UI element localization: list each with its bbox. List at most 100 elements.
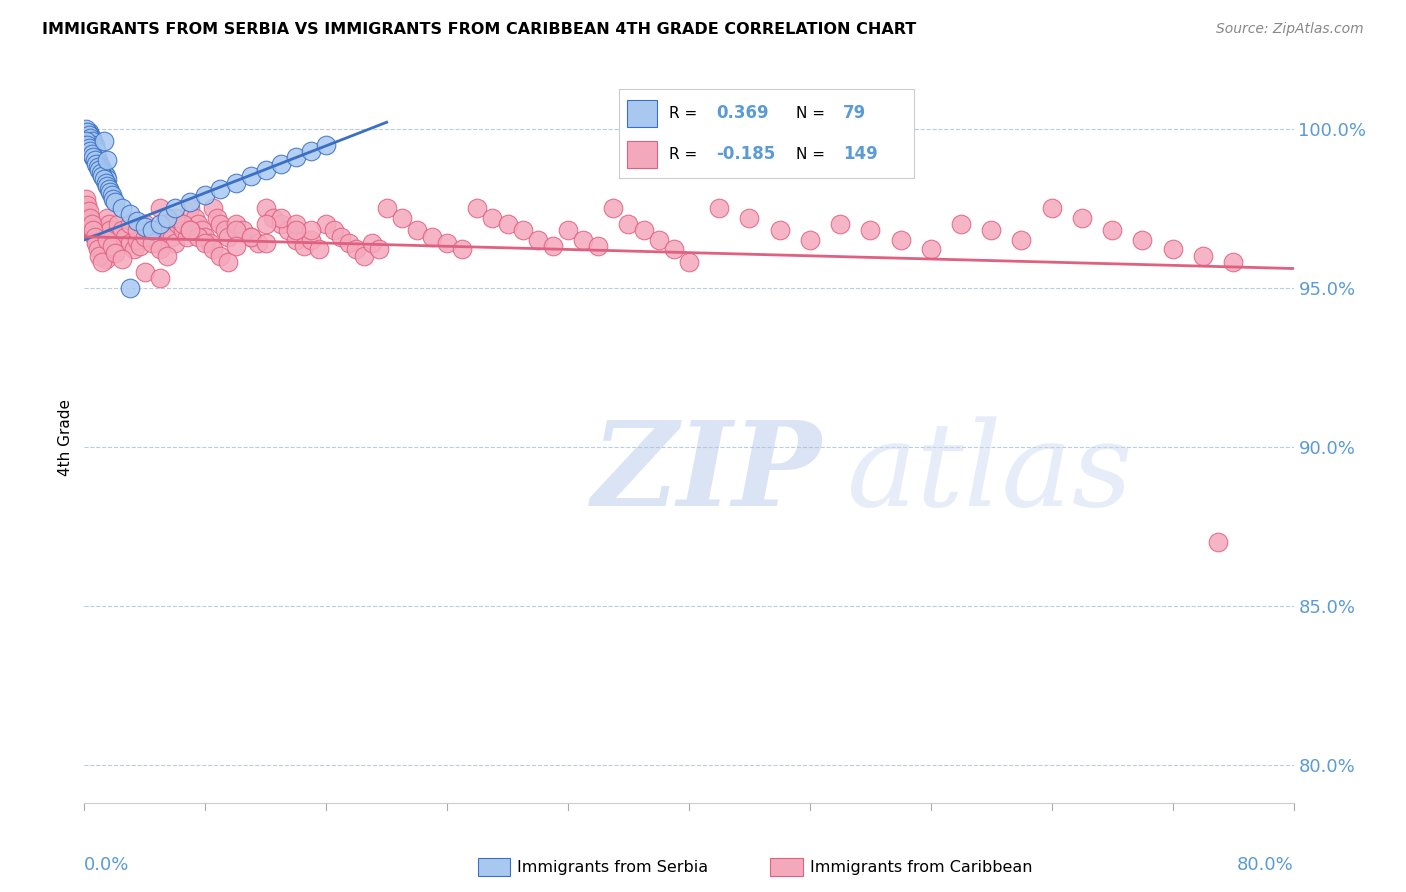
Point [187, 217, 209, 231]
Point [82, 144, 104, 158]
Text: 0.369: 0.369 [716, 104, 769, 122]
Point [194, 188, 217, 202]
Point [82, 137, 104, 152]
Point [299, 223, 322, 237]
Point [239, 229, 262, 244]
Point [134, 217, 156, 231]
Point [247, 236, 270, 251]
Point [100, 188, 122, 202]
Point [98, 223, 121, 237]
Point [77, 217, 100, 231]
Point [79, 144, 101, 158]
Point [451, 243, 474, 257]
Point [920, 243, 942, 257]
Point [79, 137, 101, 152]
Point [337, 236, 360, 251]
Point [82, 227, 104, 241]
Point [80, 223, 103, 237]
Point [662, 243, 685, 257]
Point [94, 252, 117, 266]
Point [107, 217, 129, 231]
Point [84, 141, 107, 155]
Point [87, 153, 110, 168]
Point [98, 185, 121, 199]
Point [322, 223, 344, 237]
Point [156, 249, 179, 263]
Point [77, 204, 100, 219]
Point [149, 243, 172, 257]
Text: R =: R = [669, 106, 702, 120]
Point [179, 201, 201, 215]
Point [122, 243, 145, 257]
Point [89, 156, 111, 170]
Point [285, 233, 308, 247]
Point [96, 172, 118, 186]
Point [114, 229, 136, 244]
Point [270, 211, 292, 225]
Point [86, 236, 108, 251]
Point [76, 211, 98, 225]
Point [277, 223, 299, 237]
Point [111, 252, 134, 266]
Point [77, 128, 100, 142]
Point [420, 229, 443, 244]
Point [527, 233, 550, 247]
Point [80, 147, 103, 161]
Point [80, 141, 103, 155]
Point [165, 211, 187, 225]
Point [285, 217, 308, 231]
Point [134, 229, 156, 244]
Point [391, 211, 413, 225]
Point [84, 153, 107, 168]
Point [77, 131, 100, 145]
Point [79, 128, 101, 142]
Point [93, 134, 115, 148]
Point [127, 223, 149, 237]
Point [77, 141, 100, 155]
Point [299, 144, 322, 158]
Point [209, 182, 232, 196]
Point [134, 220, 156, 235]
Point [165, 236, 187, 251]
Point [94, 176, 117, 190]
Text: 79: 79 [844, 104, 866, 122]
Point [149, 217, 172, 231]
Point [76, 128, 98, 142]
Point [201, 243, 224, 257]
Point [225, 217, 247, 231]
Text: atlas: atlas [846, 417, 1132, 531]
Text: R =: R = [669, 147, 702, 161]
Point [75, 192, 97, 206]
Point [160, 229, 183, 244]
Point [588, 239, 610, 253]
Point [146, 236, 169, 251]
Point [82, 134, 104, 148]
Point [84, 229, 107, 244]
Point [75, 134, 97, 148]
Point [84, 229, 107, 244]
Point [172, 223, 194, 237]
Point [76, 131, 98, 145]
Point [93, 249, 115, 263]
Point [141, 223, 163, 237]
Text: N =: N = [796, 106, 830, 120]
Point [96, 233, 118, 247]
Point [1101, 223, 1123, 237]
Point [738, 211, 761, 225]
Text: Immigrants from Caribbean: Immigrants from Caribbean [810, 860, 1032, 874]
Point [239, 169, 262, 184]
Point [104, 243, 127, 257]
Point [94, 169, 117, 184]
Point [232, 223, 254, 237]
Point [299, 233, 322, 247]
Point [1040, 201, 1063, 215]
Point [80, 141, 103, 155]
Point [97, 217, 120, 231]
Point [80, 147, 103, 161]
Point [118, 207, 141, 221]
Text: ZIP: ZIP [592, 417, 823, 531]
Text: 149: 149 [844, 145, 877, 163]
Point [76, 125, 98, 139]
Point [79, 144, 101, 158]
Point [93, 166, 115, 180]
